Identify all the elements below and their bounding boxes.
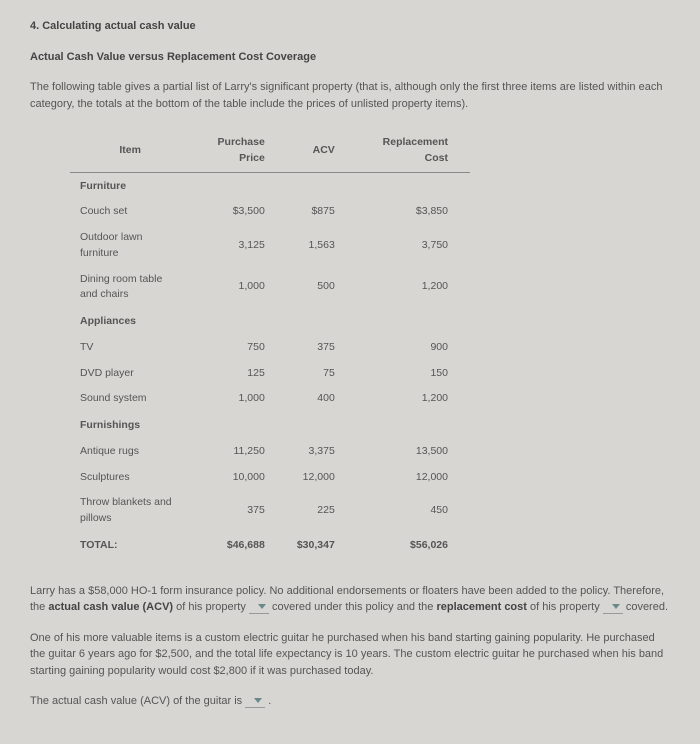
cell-item: Couch set [70, 199, 190, 225]
text: of his property [173, 601, 249, 613]
cell-item: DVD player [70, 361, 190, 387]
category-header: Appliances [70, 308, 470, 335]
table-row: Throw blankets and pillows375225450 [70, 490, 470, 532]
cell-rc: 13,500 [357, 439, 470, 465]
text: covered. [623, 601, 668, 613]
col-purchase-price: Purchase Price [190, 130, 287, 172]
table-row: Dining room table and chairs1,0005001,20… [70, 267, 470, 309]
col-replacement-cost: Replacement Cost [357, 130, 470, 172]
intro-paragraph: The following table gives a partial list… [30, 79, 670, 112]
cell-rc: $3,850 [357, 199, 470, 225]
cell-acv: 12,000 [287, 465, 357, 491]
cell-rc: 900 [357, 335, 470, 361]
table-row: Antique rugs11,2503,37513,500 [70, 439, 470, 465]
guitar-acv-paragraph: The actual cash value (ACV) of the guita… [30, 693, 670, 710]
total-rc: $56,026 [357, 532, 470, 559]
cell-pp: 125 [190, 361, 287, 387]
cell-item: Throw blankets and pillows [70, 490, 190, 532]
cell-pp: 3,125 [190, 225, 287, 267]
cell-pp: $3,500 [190, 199, 287, 225]
cell-item: TV [70, 335, 190, 361]
cell-rc: 3,750 [357, 225, 470, 267]
cell-acv: 500 [287, 267, 357, 309]
acv-covered-dropdown[interactable] [249, 600, 269, 614]
category-header: Furniture [70, 172, 470, 199]
table-row: Sound system1,0004001,200 [70, 386, 470, 412]
text: covered under this policy and the [269, 601, 437, 613]
cell-item: Antique rugs [70, 439, 190, 465]
cell-item: Outdoor lawn furniture [70, 225, 190, 267]
table-row: Sculptures10,00012,00012,000 [70, 465, 470, 491]
cell-item: Sculptures [70, 465, 190, 491]
rc-covered-dropdown[interactable] [603, 600, 623, 614]
cell-acv: $875 [287, 199, 357, 225]
cell-item: Sound system [70, 386, 190, 412]
cell-pp: 1,000 [190, 267, 287, 309]
cell-acv: 75 [287, 361, 357, 387]
cell-rc: 12,000 [357, 465, 470, 491]
cell-rc: 450 [357, 490, 470, 532]
cell-acv: 400 [287, 386, 357, 412]
table-row: Couch set$3,500$875$3,850 [70, 199, 470, 225]
property-table-wrap: Item Purchase Price ACV Replacement Cost… [70, 130, 650, 559]
text: The actual cash value (ACV) of the guita… [30, 695, 245, 707]
category-header: Furnishings [70, 412, 470, 439]
cell-acv: 225 [287, 490, 357, 532]
cell-item: Dining room table and chairs [70, 267, 190, 309]
cell-acv: 375 [287, 335, 357, 361]
cell-pp: 10,000 [190, 465, 287, 491]
cell-rc: 1,200 [357, 267, 470, 309]
table-row: TV750375900 [70, 335, 470, 361]
table-row: Outdoor lawn furniture3,1251,5633,750 [70, 225, 470, 267]
table-row: DVD player12575150 [70, 361, 470, 387]
bold-replacement-cost: replacement cost [436, 601, 526, 613]
cell-acv: 3,375 [287, 439, 357, 465]
bold-acv: actual cash value (ACV) [48, 601, 173, 613]
total-label: TOTAL: [70, 532, 190, 559]
cell-pp: 750 [190, 335, 287, 361]
col-acv: ACV [287, 130, 357, 172]
total-acv: $30,347 [287, 532, 357, 559]
guitar-acv-dropdown[interactable] [245, 694, 265, 708]
cell-rc: 1,200 [357, 386, 470, 412]
col-item: Item [70, 130, 190, 172]
cell-pp: 1,000 [190, 386, 287, 412]
policy-paragraph: Larry has a $58,000 HO-1 form insurance … [30, 583, 670, 616]
property-table: Item Purchase Price ACV Replacement Cost… [70, 130, 470, 559]
cell-pp: 375 [190, 490, 287, 532]
cell-acv: 1,563 [287, 225, 357, 267]
cell-rc: 150 [357, 361, 470, 387]
text: of his property [527, 601, 603, 613]
cell-pp: 11,250 [190, 439, 287, 465]
guitar-paragraph: One of his more valuable items is a cust… [30, 630, 670, 680]
subheading: Actual Cash Value versus Replacement Cos… [30, 49, 670, 66]
total-pp: $46,688 [190, 532, 287, 559]
section-heading: 4. Calculating actual cash value [30, 18, 670, 35]
